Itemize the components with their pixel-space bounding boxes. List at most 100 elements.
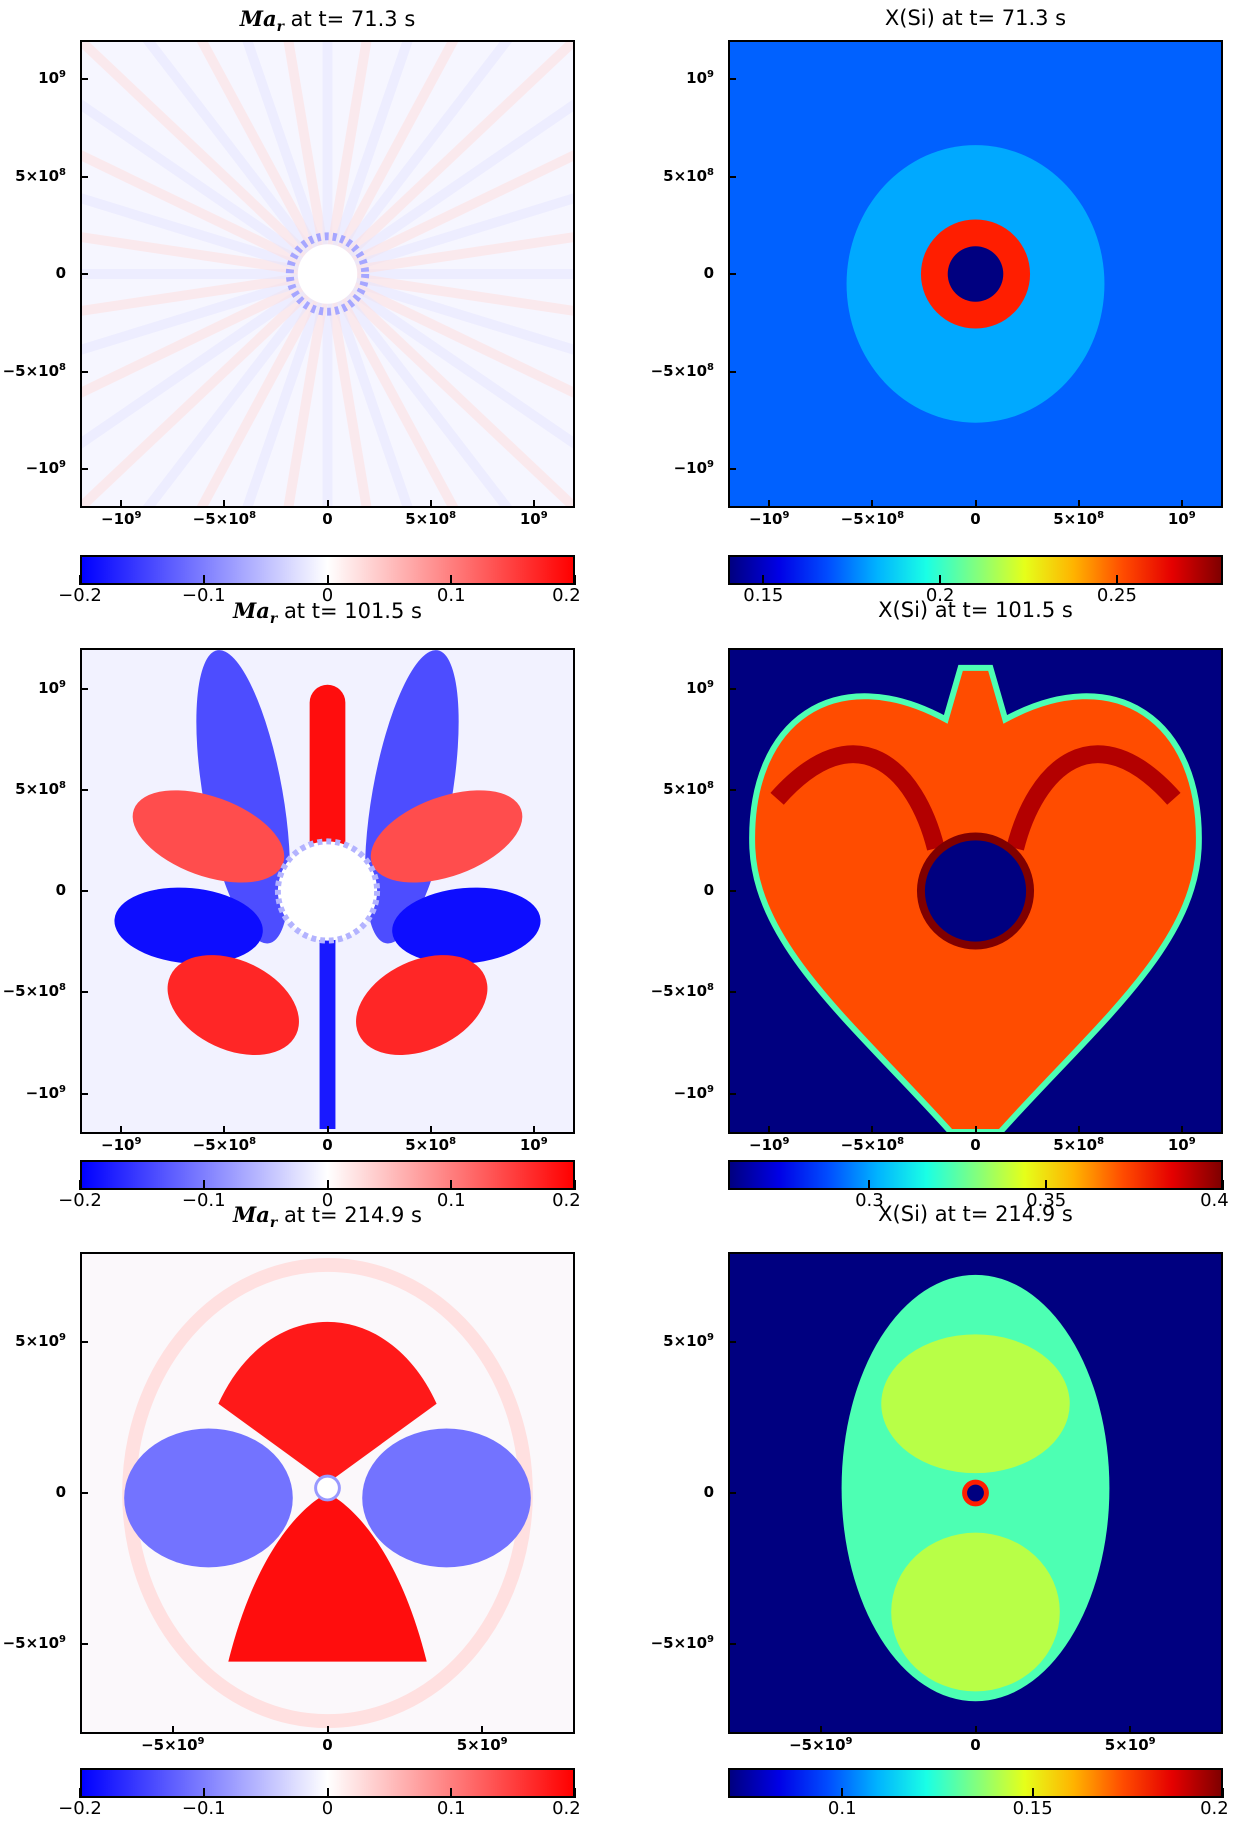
y-tick-label: −109 bbox=[673, 1083, 714, 1102]
radial-streak bbox=[82, 42, 331, 278]
colorbar-tick-mark bbox=[939, 575, 942, 585]
y-tick-mark bbox=[80, 468, 88, 470]
x-tick-label: 0 bbox=[322, 510, 333, 528]
blue-jet bbox=[319, 920, 336, 1130]
y-tick-label: 5×108 bbox=[663, 166, 714, 185]
colorbar-tick-mark bbox=[574, 1788, 576, 1798]
y-tick-mark bbox=[80, 78, 88, 80]
colorbar-tick-label: 0.25 bbox=[1096, 585, 1137, 606]
colorbar-tick-mark bbox=[326, 1788, 329, 1798]
x-tick-mark bbox=[429, 1126, 432, 1134]
radial-streak bbox=[325, 150, 573, 279]
x-tick-label: 5×108 bbox=[405, 1136, 457, 1154]
y-tick-mark bbox=[728, 687, 736, 690]
x-tick-label: −5×109 bbox=[789, 1736, 853, 1754]
colorbar-tick-label: 0 bbox=[321, 1798, 334, 1819]
radial-streak bbox=[82, 193, 329, 279]
core bbox=[947, 246, 1004, 302]
heatmap-svg bbox=[82, 42, 573, 506]
y-tick-label: 109 bbox=[38, 678, 66, 697]
colorbar-tick-label: −0.1 bbox=[181, 585, 226, 606]
heatmap-svg bbox=[82, 1254, 573, 1732]
y-tick-mark bbox=[80, 788, 88, 791]
y-tick-label: −5×109 bbox=[650, 1633, 714, 1652]
x-tick-mark bbox=[1077, 1126, 1080, 1134]
radial-streak bbox=[82, 269, 329, 316]
x-tick-mark bbox=[1180, 500, 1183, 508]
colorbar-tick-label: 0.1 bbox=[436, 1798, 466, 1819]
x-tick-mark bbox=[120, 1126, 123, 1134]
radial-streak bbox=[326, 269, 573, 355]
colorbar-tick-label: 0.1 bbox=[436, 585, 466, 606]
x-tick-mark bbox=[223, 1126, 226, 1134]
y-tick-label: −5×109 bbox=[2, 1633, 66, 1652]
colorbar-tick-mark bbox=[1031, 1788, 1034, 1798]
blue-lobe bbox=[392, 887, 541, 964]
x-tick-mark bbox=[171, 1726, 174, 1734]
red-lobe bbox=[132, 790, 285, 883]
x-tick-mark bbox=[120, 500, 123, 508]
radial-streak bbox=[323, 42, 459, 277]
y-tick-label: −5×108 bbox=[650, 982, 714, 1001]
radial-streak bbox=[324, 99, 573, 279]
colorbar-tick-mark bbox=[326, 575, 329, 585]
radial-streak bbox=[196, 42, 332, 277]
y-tick-label: −109 bbox=[25, 459, 66, 477]
x-tick-label: 109 bbox=[519, 510, 548, 528]
x-tick-label: −109 bbox=[101, 510, 142, 528]
colorbar-tick-label: 0.2 bbox=[552, 585, 581, 606]
title-text: at t= 101.5 s bbox=[277, 599, 422, 623]
title-symbol: Ma bbox=[233, 598, 270, 623]
radial-streak bbox=[322, 272, 413, 506]
radial-streak bbox=[322, 42, 413, 276]
y-tick-label: 0 bbox=[55, 1483, 66, 1501]
x-tick-label: 109 bbox=[519, 1136, 548, 1154]
y-tick-mark bbox=[80, 687, 88, 690]
red-lobe bbox=[228, 1493, 427, 1662]
colorbar-tick-label: −0.2 bbox=[58, 1798, 102, 1819]
radial-streak bbox=[324, 270, 573, 506]
heatmap-plot bbox=[80, 40, 575, 508]
red-lobe bbox=[218, 1321, 437, 1484]
green-plume bbox=[891, 1532, 1060, 1692]
x-tick-label: −5×109 bbox=[141, 1736, 205, 1754]
x-tick-mark bbox=[819, 1726, 822, 1734]
radial-streak bbox=[82, 270, 331, 506]
colorbar-tick-label: 0.4 bbox=[1200, 1190, 1229, 1211]
radial-streak bbox=[322, 42, 372, 275]
y-tick-label: 109 bbox=[686, 69, 714, 87]
y-tick-mark bbox=[728, 370, 736, 373]
colorbar-tick-mark bbox=[762, 575, 765, 585]
x-tick-mark bbox=[326, 1126, 329, 1134]
x-tick-label: 5×109 bbox=[1104, 1736, 1156, 1754]
radial-streak bbox=[82, 269, 331, 449]
radial-streak bbox=[242, 272, 333, 506]
colorbar-tick-label: 0.15 bbox=[743, 585, 784, 606]
colorbar-tick-label: −0.2 bbox=[58, 1190, 102, 1211]
blue-lobe bbox=[124, 1428, 293, 1568]
x-tick-label: 109 bbox=[1167, 510, 1196, 528]
x-tick-mark bbox=[1129, 1726, 1132, 1734]
colorbar-tick-mark bbox=[202, 575, 205, 585]
colorbar-tick-label: −0.1 bbox=[181, 1798, 226, 1819]
chart-title: X(Si) at t= 214.9 s bbox=[878, 1202, 1073, 1226]
y-tick-mark bbox=[80, 175, 88, 178]
x-tick-label: −5×108 bbox=[840, 1136, 905, 1154]
colorbar-tick-mark bbox=[1222, 1180, 1224, 1190]
y-tick-label: 0 bbox=[55, 264, 66, 282]
radial-streak bbox=[242, 42, 333, 276]
colorbar-tick-mark bbox=[868, 1180, 871, 1190]
y-tick-mark bbox=[728, 788, 736, 791]
chart-title: Mar at t= 101.5 s bbox=[80, 598, 575, 627]
y-tick-mark bbox=[728, 991, 736, 994]
red-lobe bbox=[356, 955, 488, 1056]
colorbar-tick-mark bbox=[450, 1180, 453, 1190]
colorbar-tick-label: 0.35 bbox=[1026, 1190, 1067, 1211]
core bbox=[962, 1479, 989, 1507]
red-lobe bbox=[370, 790, 523, 883]
y-tick-mark bbox=[80, 1092, 88, 1095]
red-filament bbox=[1006, 745, 1181, 851]
colorbar-tick-label: 0 bbox=[321, 1190, 334, 1211]
x-tick-mark bbox=[974, 500, 977, 508]
y-tick-mark bbox=[80, 991, 88, 994]
